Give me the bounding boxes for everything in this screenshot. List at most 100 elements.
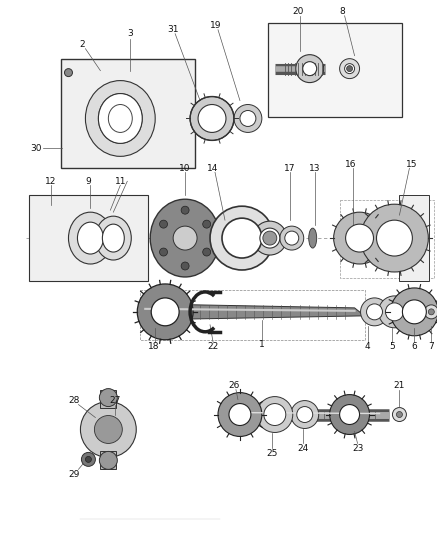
Text: 26: 26 xyxy=(228,381,240,390)
Bar xyxy=(268,23,403,117)
Circle shape xyxy=(346,66,353,71)
Circle shape xyxy=(173,226,197,250)
Text: 15: 15 xyxy=(406,160,417,169)
Circle shape xyxy=(64,69,72,77)
Circle shape xyxy=(190,96,234,140)
Text: 18: 18 xyxy=(148,342,159,351)
Polygon shape xyxy=(145,304,364,320)
Text: 24: 24 xyxy=(297,444,308,453)
Text: 9: 9 xyxy=(85,177,91,186)
Circle shape xyxy=(253,221,287,255)
Ellipse shape xyxy=(150,199,220,277)
Ellipse shape xyxy=(309,228,317,248)
Circle shape xyxy=(218,393,262,437)
Circle shape xyxy=(424,305,438,319)
Text: 10: 10 xyxy=(179,164,191,173)
Circle shape xyxy=(181,262,189,270)
Circle shape xyxy=(428,309,434,315)
Circle shape xyxy=(392,408,406,422)
Circle shape xyxy=(137,284,193,340)
Text: 22: 22 xyxy=(208,342,219,351)
Bar xyxy=(140,290,364,340)
Circle shape xyxy=(339,405,360,424)
Circle shape xyxy=(303,62,317,76)
Text: 28: 28 xyxy=(69,396,80,405)
Circle shape xyxy=(360,298,389,326)
Circle shape xyxy=(210,206,274,270)
Circle shape xyxy=(95,416,122,443)
Circle shape xyxy=(260,228,280,248)
Text: 21: 21 xyxy=(394,381,405,390)
Circle shape xyxy=(85,456,92,462)
Text: 13: 13 xyxy=(309,164,321,173)
Circle shape xyxy=(390,288,438,336)
Ellipse shape xyxy=(102,224,124,252)
Circle shape xyxy=(203,220,211,228)
Circle shape xyxy=(203,248,211,256)
Text: 4: 4 xyxy=(365,342,371,351)
Bar xyxy=(399,195,429,281)
Circle shape xyxy=(257,397,293,432)
Circle shape xyxy=(99,451,117,470)
Circle shape xyxy=(330,394,370,434)
Text: 2: 2 xyxy=(80,40,85,49)
Ellipse shape xyxy=(68,212,112,264)
Text: 30: 30 xyxy=(30,144,41,153)
Circle shape xyxy=(403,300,426,324)
Ellipse shape xyxy=(99,94,142,143)
Text: 23: 23 xyxy=(352,444,363,453)
Circle shape xyxy=(81,401,136,457)
Bar xyxy=(60,59,195,168)
Bar xyxy=(28,195,148,281)
Circle shape xyxy=(159,248,167,256)
Circle shape xyxy=(285,231,299,245)
Text: 12: 12 xyxy=(45,177,56,186)
Text: 17: 17 xyxy=(284,164,296,173)
Circle shape xyxy=(291,401,319,429)
Ellipse shape xyxy=(95,216,131,260)
Circle shape xyxy=(345,63,355,74)
Text: 20: 20 xyxy=(292,7,304,17)
Circle shape xyxy=(297,407,313,423)
Circle shape xyxy=(367,304,382,320)
Text: 7: 7 xyxy=(428,342,434,351)
Ellipse shape xyxy=(85,80,155,156)
Ellipse shape xyxy=(78,222,103,254)
Ellipse shape xyxy=(108,104,132,132)
Text: 6: 6 xyxy=(412,342,417,351)
Circle shape xyxy=(151,298,179,326)
Circle shape xyxy=(378,296,410,328)
Text: 19: 19 xyxy=(210,21,222,30)
Circle shape xyxy=(280,226,304,250)
Text: 27: 27 xyxy=(110,396,121,405)
Text: 29: 29 xyxy=(69,470,80,479)
Circle shape xyxy=(240,110,256,126)
Circle shape xyxy=(296,55,324,83)
Circle shape xyxy=(81,453,95,466)
Text: 1: 1 xyxy=(259,340,265,349)
Circle shape xyxy=(346,224,374,252)
Circle shape xyxy=(339,59,360,78)
Circle shape xyxy=(222,218,262,258)
Circle shape xyxy=(181,206,189,214)
Circle shape xyxy=(234,104,262,132)
Circle shape xyxy=(377,220,413,256)
Text: 14: 14 xyxy=(207,164,219,173)
Circle shape xyxy=(229,403,251,425)
Text: 5: 5 xyxy=(389,342,396,351)
Text: 3: 3 xyxy=(127,29,133,38)
Text: 31: 31 xyxy=(167,25,179,34)
Circle shape xyxy=(159,220,167,228)
Bar xyxy=(100,451,117,470)
Circle shape xyxy=(385,303,403,321)
Circle shape xyxy=(396,411,403,417)
Text: 25: 25 xyxy=(266,449,278,458)
Bar xyxy=(339,200,434,278)
Ellipse shape xyxy=(99,94,142,143)
Circle shape xyxy=(99,389,117,407)
Text: 16: 16 xyxy=(345,160,357,169)
Text: 8: 8 xyxy=(340,7,346,17)
Circle shape xyxy=(360,204,428,272)
Circle shape xyxy=(198,104,226,132)
Text: 11: 11 xyxy=(115,177,126,186)
